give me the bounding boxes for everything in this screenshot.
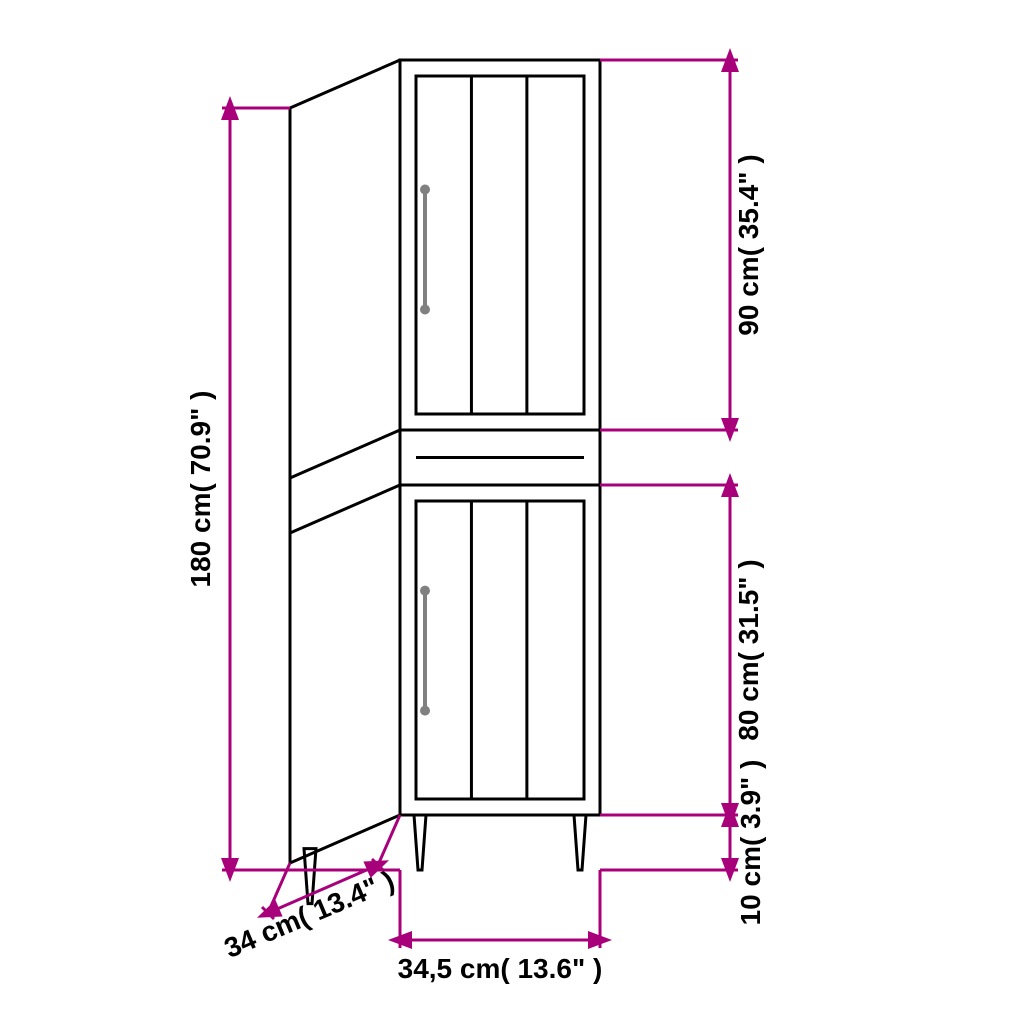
dim-lower: 80 cm( 31.5" )	[733, 559, 764, 740]
dim-width: 34,5 cm( 13.6" )	[398, 953, 603, 984]
dim-legs: 10 cm( 3.9" )	[735, 760, 766, 926]
dim-depth: 34 cm( 13.4" )	[220, 865, 399, 964]
dim-height-total: 180 cm( 70.9" )	[185, 391, 216, 588]
dim-upper: 90 cm( 35.4" )	[733, 154, 764, 335]
